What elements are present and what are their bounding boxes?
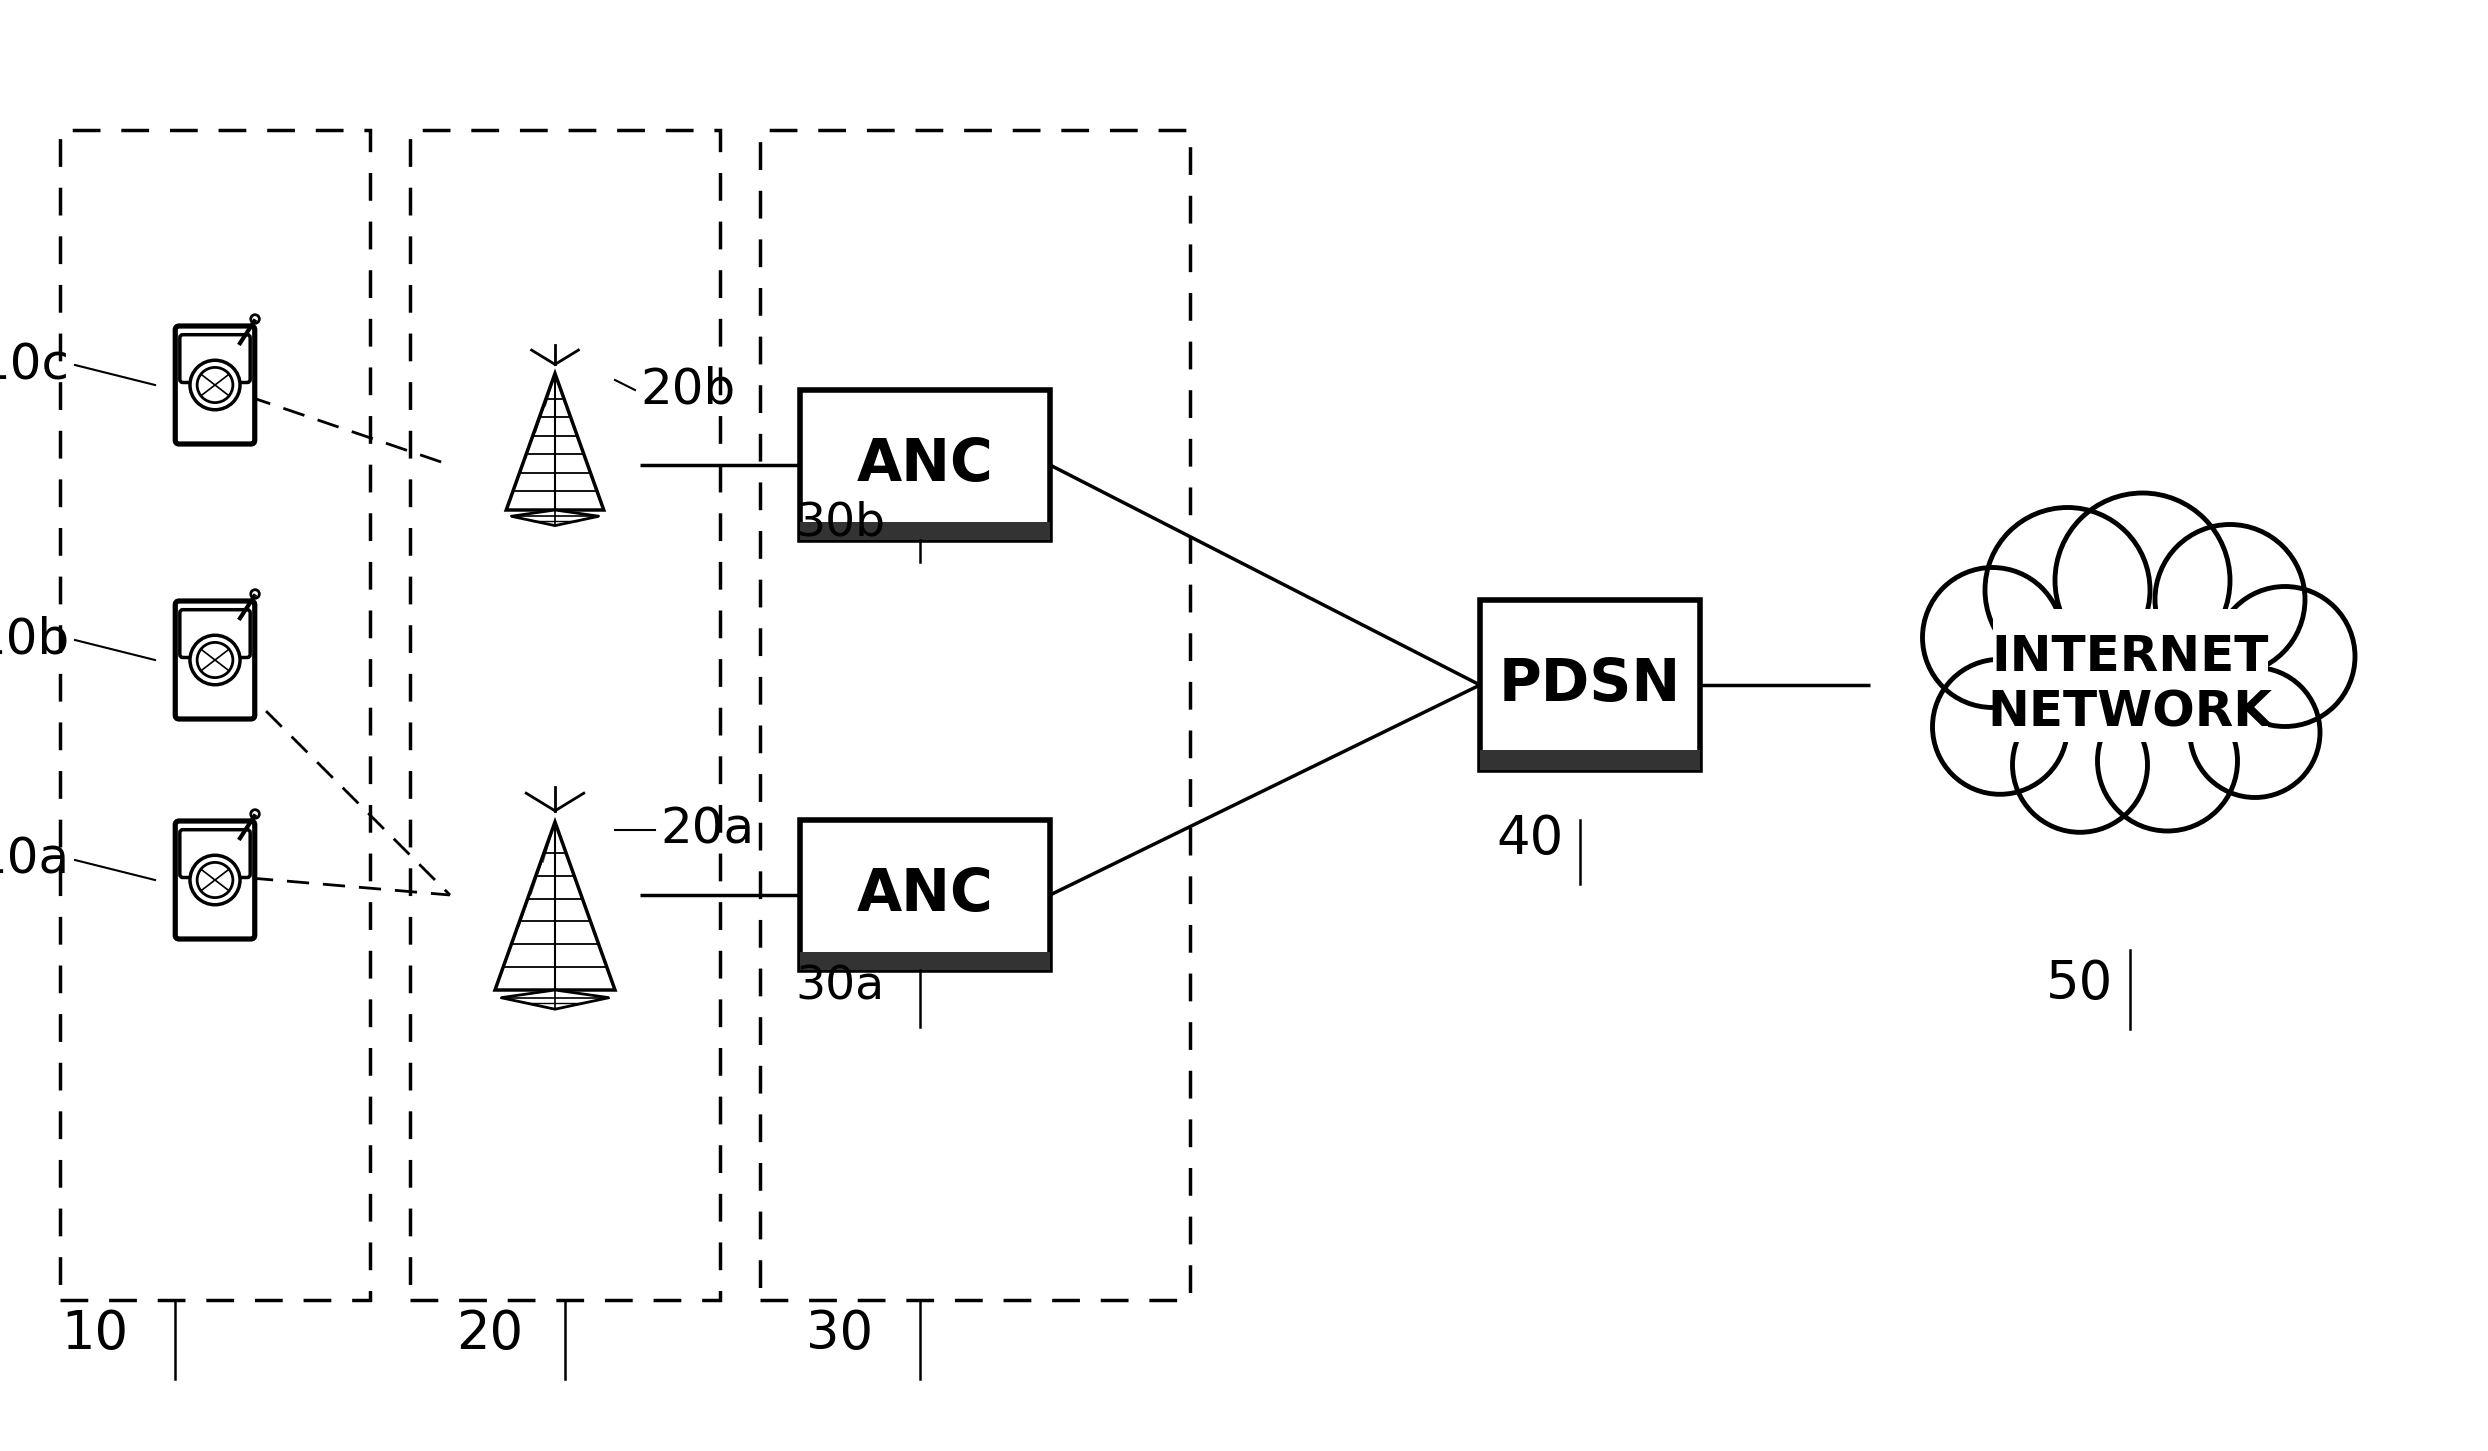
- Circle shape: [1985, 508, 2150, 672]
- Circle shape: [2013, 698, 2147, 833]
- Text: PDSN: PDSN: [1498, 656, 1682, 714]
- FancyBboxPatch shape: [174, 821, 254, 939]
- Circle shape: [2055, 493, 2229, 667]
- Ellipse shape: [189, 855, 239, 905]
- Bar: [1993, 609, 2267, 741]
- Bar: [801, 390, 1050, 540]
- Bar: [801, 952, 1050, 971]
- Bar: [801, 522, 1050, 540]
- Ellipse shape: [197, 367, 234, 402]
- Polygon shape: [505, 373, 605, 509]
- FancyBboxPatch shape: [179, 335, 251, 383]
- Text: 10a: 10a: [0, 836, 70, 884]
- Polygon shape: [500, 990, 610, 1010]
- Circle shape: [1923, 567, 2063, 708]
- Text: 30b: 30b: [796, 501, 886, 546]
- FancyBboxPatch shape: [179, 609, 251, 657]
- FancyBboxPatch shape: [174, 326, 254, 444]
- Ellipse shape: [197, 862, 234, 898]
- Text: 10c: 10c: [0, 341, 70, 389]
- Text: 20b: 20b: [639, 366, 736, 414]
- Circle shape: [1933, 659, 2068, 794]
- Ellipse shape: [189, 636, 239, 685]
- Text: 50: 50: [2045, 958, 2115, 1010]
- Circle shape: [2097, 691, 2237, 831]
- Bar: [60, 131, 371, 1300]
- Text: 40: 40: [1495, 813, 1562, 865]
- Circle shape: [2214, 586, 2356, 727]
- Text: 10: 10: [62, 1307, 129, 1360]
- Circle shape: [2189, 667, 2319, 798]
- FancyBboxPatch shape: [174, 601, 254, 720]
- Text: 30: 30: [806, 1307, 873, 1360]
- Text: ANC: ANC: [856, 437, 993, 493]
- Bar: [1480, 750, 1699, 770]
- Ellipse shape: [197, 643, 234, 678]
- Bar: [759, 131, 1189, 1300]
- Bar: [1480, 601, 1699, 770]
- Polygon shape: [495, 823, 615, 990]
- Text: ANC: ANC: [856, 866, 993, 923]
- Text: 30a: 30a: [796, 965, 886, 1010]
- Circle shape: [2155, 524, 2304, 675]
- FancyBboxPatch shape: [179, 830, 251, 878]
- Bar: [411, 131, 719, 1300]
- Text: 20: 20: [455, 1307, 522, 1360]
- Text: INTERNET
NETWORK: INTERNET NETWORK: [1988, 633, 2272, 737]
- Bar: [801, 820, 1050, 971]
- Polygon shape: [510, 509, 600, 525]
- Text: 20a: 20a: [659, 805, 754, 855]
- Text: 10b: 10b: [0, 617, 70, 665]
- Ellipse shape: [189, 360, 239, 409]
